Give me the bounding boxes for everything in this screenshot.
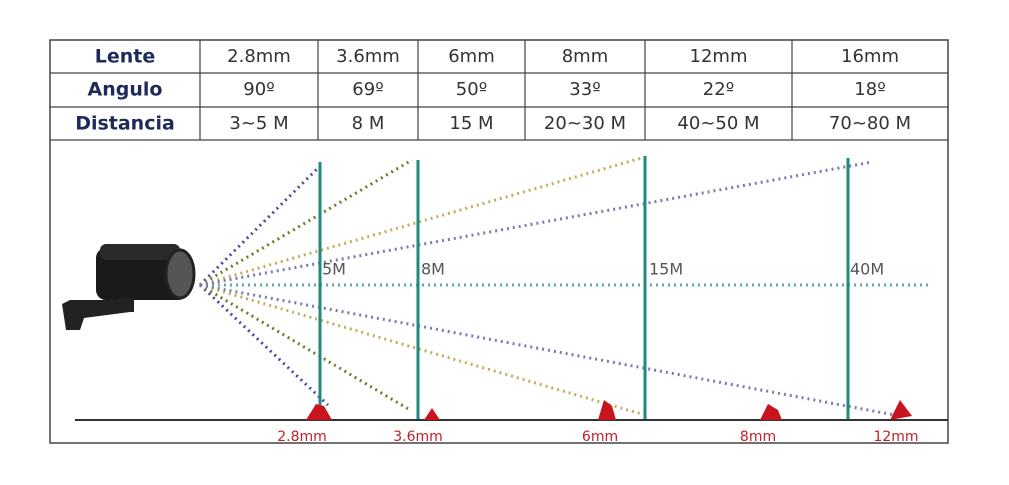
table-cell: 2.8mm (227, 46, 291, 67)
table-cell: 16mm (841, 46, 899, 67)
table-cell: 22º (703, 79, 734, 100)
table-cell: 15 M (449, 113, 493, 134)
lens-label: 6mm (582, 429, 618, 445)
camera (62, 244, 196, 330)
table-grid (50, 72, 948, 141)
table-cell: 50º (456, 79, 487, 100)
row-header: Distancia (75, 113, 175, 135)
frame (49, 39, 949, 444)
table-cell: 20~30 M (544, 113, 626, 134)
labels: Lente 2.8mm 3.6mm 6mm 8mm 12mm 16mm Angulo 90º 69… (75, 40, 919, 445)
table-cell: 3~5 M (229, 113, 288, 134)
table-cell: 3.6mm (336, 46, 400, 67)
diagram-lines (198, 155, 930, 418)
lens-label: 12mm (873, 429, 918, 445)
lens-label: 3.6mm (393, 429, 443, 445)
table-cell: 40~50 M (677, 113, 759, 134)
table-cell: 12mm (690, 46, 748, 67)
distance-poles (318, 156, 850, 420)
table-cell: 33º (569, 79, 600, 100)
table-cell: 18º (854, 79, 885, 100)
markers (306, 400, 912, 420)
distance-label: 40M (850, 260, 884, 279)
lens-label: 8mm (740, 429, 776, 445)
row-header: Lente (95, 46, 156, 68)
distance-label: 5M (322, 260, 346, 279)
table-cell: 6mm (448, 46, 495, 67)
table-cell: 70~80 M (829, 113, 911, 134)
table-cell: 8 M (352, 113, 385, 134)
distance-label: 8M (421, 260, 445, 279)
table-cell: 8mm (562, 46, 609, 67)
distance-label: 15M (649, 260, 683, 279)
row-header: Angulo (88, 79, 163, 101)
table-cell: 90º (243, 79, 274, 100)
lens-label: 2.8mm (277, 429, 327, 445)
table-cell: 69º (352, 79, 383, 100)
